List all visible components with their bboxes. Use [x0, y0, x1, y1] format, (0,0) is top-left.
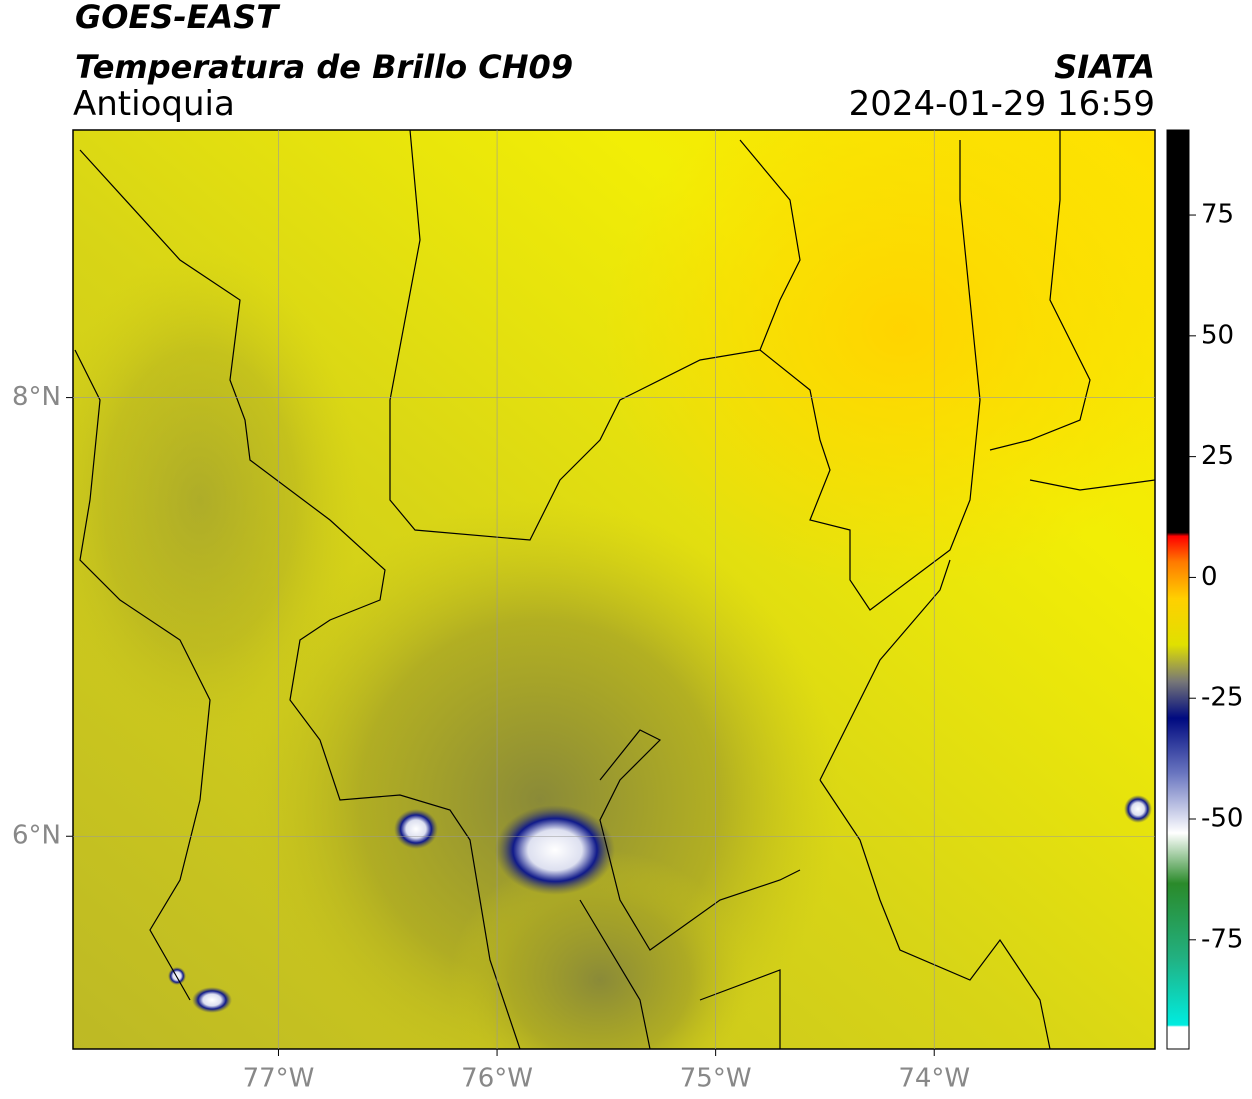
- y-tick-label: 8°N: [12, 382, 61, 412]
- x-tick-label: 75°W: [680, 1064, 752, 1094]
- source: SIATA: [1054, 48, 1155, 86]
- datetime: 2024-01-29 16:59: [849, 84, 1155, 124]
- colorbar-tick-label: 0: [1201, 562, 1218, 592]
- colorbar-tick-label: 75: [1201, 200, 1234, 230]
- region: Antioquia: [73, 84, 235, 124]
- colorbar-tick-label: 50: [1201, 320, 1234, 350]
- colorbar-tick-label: -75: [1201, 924, 1243, 954]
- x-tick-label: 77°W: [243, 1064, 315, 1094]
- y-tick-label: 6°N: [12, 821, 61, 851]
- map-frame: [72, 129, 1156, 1050]
- subtitle: Temperatura de Brillo CH09: [75, 48, 573, 86]
- colorbar-tick-label: 25: [1201, 441, 1234, 471]
- colorbar-tick-label: -25: [1201, 683, 1243, 713]
- colorbar: [1166, 129, 1190, 1050]
- satellite-image: [73, 130, 1155, 1049]
- title: GOES-EAST: [75, 0, 280, 36]
- x-tick-label: 76°W: [461, 1064, 533, 1094]
- colorbar-tick-label: -50: [1201, 804, 1243, 834]
- x-tick-label: 74°W: [898, 1064, 970, 1094]
